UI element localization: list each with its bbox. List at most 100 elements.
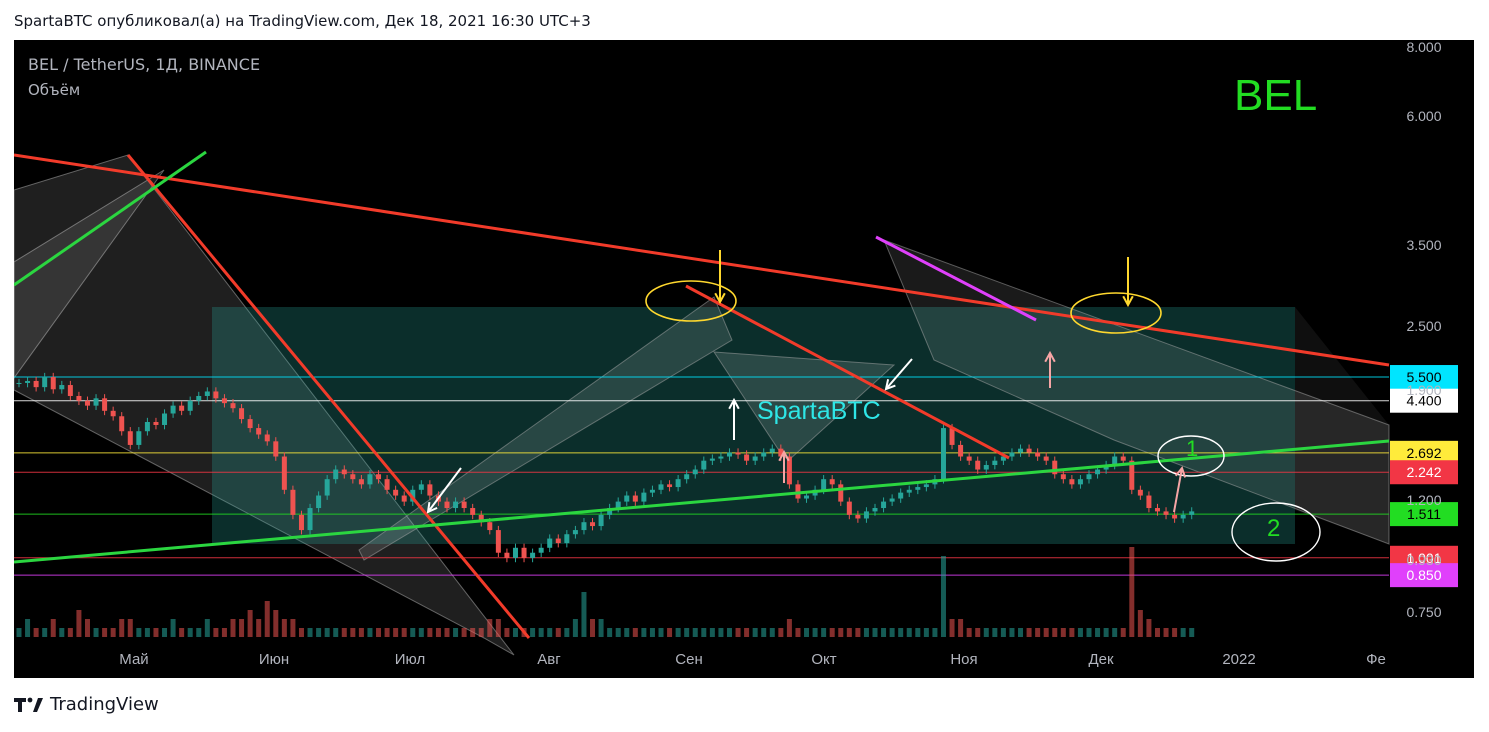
volume-bar bbox=[16, 628, 22, 637]
volume-bar bbox=[495, 619, 501, 637]
volume-bar bbox=[564, 628, 570, 637]
candle-body bbox=[872, 508, 878, 512]
x-axis-tick-label: Дек bbox=[1088, 651, 1114, 668]
top-ellipse-sep bbox=[645, 280, 737, 322]
candle-body bbox=[67, 385, 73, 396]
volume-bar bbox=[752, 628, 758, 637]
candle-body bbox=[555, 538, 561, 544]
candle-body bbox=[564, 534, 570, 544]
zones-layer bbox=[14, 154, 1390, 656]
candle-body bbox=[889, 498, 895, 502]
arrow-buy-oct bbox=[885, 358, 913, 390]
volume-bar bbox=[76, 610, 82, 637]
x-axis-tick-label: Ноя bbox=[950, 651, 977, 668]
x-axis-tick-label: 2022 bbox=[1222, 651, 1255, 668]
candle-body bbox=[795, 484, 801, 499]
candle-body bbox=[487, 522, 493, 531]
volume-bar bbox=[1043, 628, 1049, 637]
candle-body bbox=[213, 391, 219, 399]
candle-body bbox=[1154, 508, 1160, 512]
volume-bar bbox=[881, 628, 887, 637]
volume-bar bbox=[855, 628, 861, 637]
early-uptrend-line bbox=[14, 150, 207, 287]
volume-bar bbox=[983, 628, 989, 637]
volume-bar bbox=[940, 556, 946, 637]
candle-body bbox=[735, 452, 741, 455]
chart-area[interactable]: 5.500 4.400 2.692 2.242 1.511 1.001 0.850 8.000… bbox=[14, 40, 1474, 678]
volume-bar bbox=[144, 628, 150, 637]
tradingview-brand[interactable]: TradingView bbox=[14, 694, 159, 715]
arrow-sell-sep-head bbox=[714, 292, 726, 305]
y-axis-tick-label: 8.000 bbox=[1406, 40, 1441, 55]
volume-bar bbox=[33, 628, 39, 637]
volume-indicator-label[interactable]: Объём bbox=[28, 81, 81, 99]
candle-body bbox=[367, 474, 373, 485]
volume-bar bbox=[658, 628, 664, 637]
volume-bar bbox=[538, 628, 544, 637]
volume-bar bbox=[376, 628, 382, 637]
volume-bar bbox=[624, 628, 630, 637]
arrow-buy-sep-head bbox=[728, 397, 740, 410]
volume-bar bbox=[795, 628, 801, 637]
volume-bar bbox=[324, 628, 330, 637]
candle-body bbox=[333, 469, 339, 480]
candle-body bbox=[196, 395, 202, 401]
horizontal-levels-layer bbox=[14, 376, 1389, 576]
volume-bar bbox=[298, 628, 304, 637]
candle-body bbox=[1189, 511, 1195, 515]
candle-body bbox=[975, 460, 981, 470]
candle-body bbox=[187, 400, 193, 411]
volume-bar bbox=[1146, 619, 1152, 637]
volume-bar bbox=[863, 628, 869, 637]
candle-body bbox=[649, 489, 655, 493]
candle-body bbox=[1095, 469, 1101, 475]
candle-body bbox=[1000, 456, 1006, 461]
candle-body bbox=[1163, 511, 1169, 515]
annotation-2: 2 bbox=[1267, 515, 1280, 542]
volume-bar bbox=[333, 628, 339, 637]
volume-bar bbox=[84, 619, 90, 637]
volume-bar bbox=[453, 628, 459, 637]
candle-body bbox=[221, 398, 227, 404]
price-level-badge bbox=[1390, 388, 1458, 413]
candle-body bbox=[376, 474, 382, 480]
volume-bar bbox=[1189, 628, 1195, 637]
author-watermark: SpartaBTC bbox=[757, 397, 881, 425]
volume-bar bbox=[427, 628, 433, 637]
candle-body bbox=[632, 495, 638, 502]
arrow-buy-dec-pink-head bbox=[1174, 465, 1187, 478]
volume-bar bbox=[350, 628, 356, 637]
candle-body bbox=[744, 454, 750, 461]
candle-body bbox=[1120, 456, 1126, 461]
candle-body bbox=[307, 508, 313, 531]
candle-body bbox=[530, 552, 536, 558]
candle-body bbox=[966, 456, 972, 461]
candle-body bbox=[607, 508, 613, 515]
volume-bar bbox=[281, 619, 287, 637]
top-ellipse-dec bbox=[1070, 292, 1162, 334]
candle-body bbox=[940, 428, 946, 480]
y-axis-tick-label: 3.500 bbox=[1406, 237, 1441, 253]
candle-body bbox=[16, 382, 22, 384]
volume-bar bbox=[898, 628, 904, 637]
candle-body bbox=[572, 530, 578, 535]
candle-body bbox=[761, 452, 767, 457]
volume-bar bbox=[418, 628, 424, 637]
volume-bar bbox=[649, 628, 655, 637]
symbol-big-label: BEL bbox=[1234, 71, 1317, 120]
volume-bar bbox=[1018, 628, 1024, 637]
candle-body bbox=[915, 487, 921, 490]
candle-body bbox=[478, 514, 484, 523]
arrow-sell-dec-head bbox=[1122, 295, 1134, 308]
volume-bar bbox=[1069, 628, 1075, 637]
volume-bar bbox=[487, 619, 493, 637]
volume-bar bbox=[718, 628, 724, 637]
volume-bar bbox=[401, 628, 407, 637]
candle-body bbox=[709, 458, 715, 461]
candle-body bbox=[598, 514, 604, 527]
volume-bar bbox=[290, 619, 296, 637]
candle-body bbox=[153, 421, 159, 425]
symbol-line[interactable]: BEL / TetherUS, 1Д, BINANCE bbox=[28, 55, 261, 74]
